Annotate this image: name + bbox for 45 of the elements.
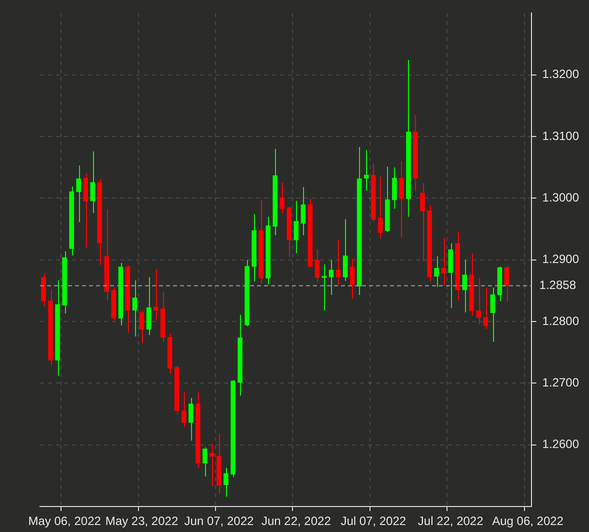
candlestick [181, 391, 186, 428]
x-tick-label: Jul 22, 2022 [418, 514, 484, 528]
x-tick-label: Aug 06, 2022 [492, 514, 564, 528]
x-tick-label: May 23, 2022 [105, 514, 178, 528]
candlestick [350, 258, 355, 300]
ref-line-label: 1.2858 [539, 278, 576, 292]
candlestick [83, 172, 88, 248]
candlestick [378, 176, 383, 239]
candlestick [300, 186, 306, 236]
candlestick [294, 200, 299, 254]
candlestick [224, 467, 228, 498]
candlestick [188, 398, 194, 442]
candlestick [76, 165, 81, 223]
candlestick [434, 256, 439, 288]
y-tick-label: 1.3000 [542, 190, 580, 205]
candlestick [280, 182, 285, 214]
candlestick [504, 264, 510, 302]
candlestick [146, 276, 152, 336]
candlestick [132, 280, 138, 337]
candlestick [322, 264, 327, 311]
candlestick [441, 237, 446, 286]
y-tick-label: 1.3100 [542, 128, 580, 143]
y-tick-label: 1.2600 [542, 437, 580, 452]
candlestick [490, 287, 496, 342]
x-tick-label: Jul 07, 2022 [340, 514, 406, 528]
candlestick [462, 259, 468, 313]
candlestick [483, 287, 488, 330]
x-tick-label: May 06, 2022 [28, 514, 102, 528]
y-tick-label: 1.2700 [542, 376, 580, 390]
candlestick [420, 182, 425, 262]
candlestick [139, 310, 144, 344]
candlestick [476, 278, 482, 325]
x-tick-label: Jun 07, 2022 [184, 514, 254, 528]
y-tick-label: 1.2900 [542, 252, 580, 266]
y-tick-label: 1.2800 [542, 314, 580, 328]
candlestick [399, 160, 404, 238]
candlestick [342, 218, 348, 282]
candlestick [314, 248, 320, 283]
candlestick [210, 444, 214, 487]
candlestick [448, 242, 453, 309]
x-tick-label: Jun 22, 2022 [261, 514, 332, 528]
y-tick-label: 1.3200 [542, 67, 580, 82]
candlestick [90, 150, 96, 214]
candlestick [202, 446, 208, 477]
candlestick [392, 166, 397, 210]
